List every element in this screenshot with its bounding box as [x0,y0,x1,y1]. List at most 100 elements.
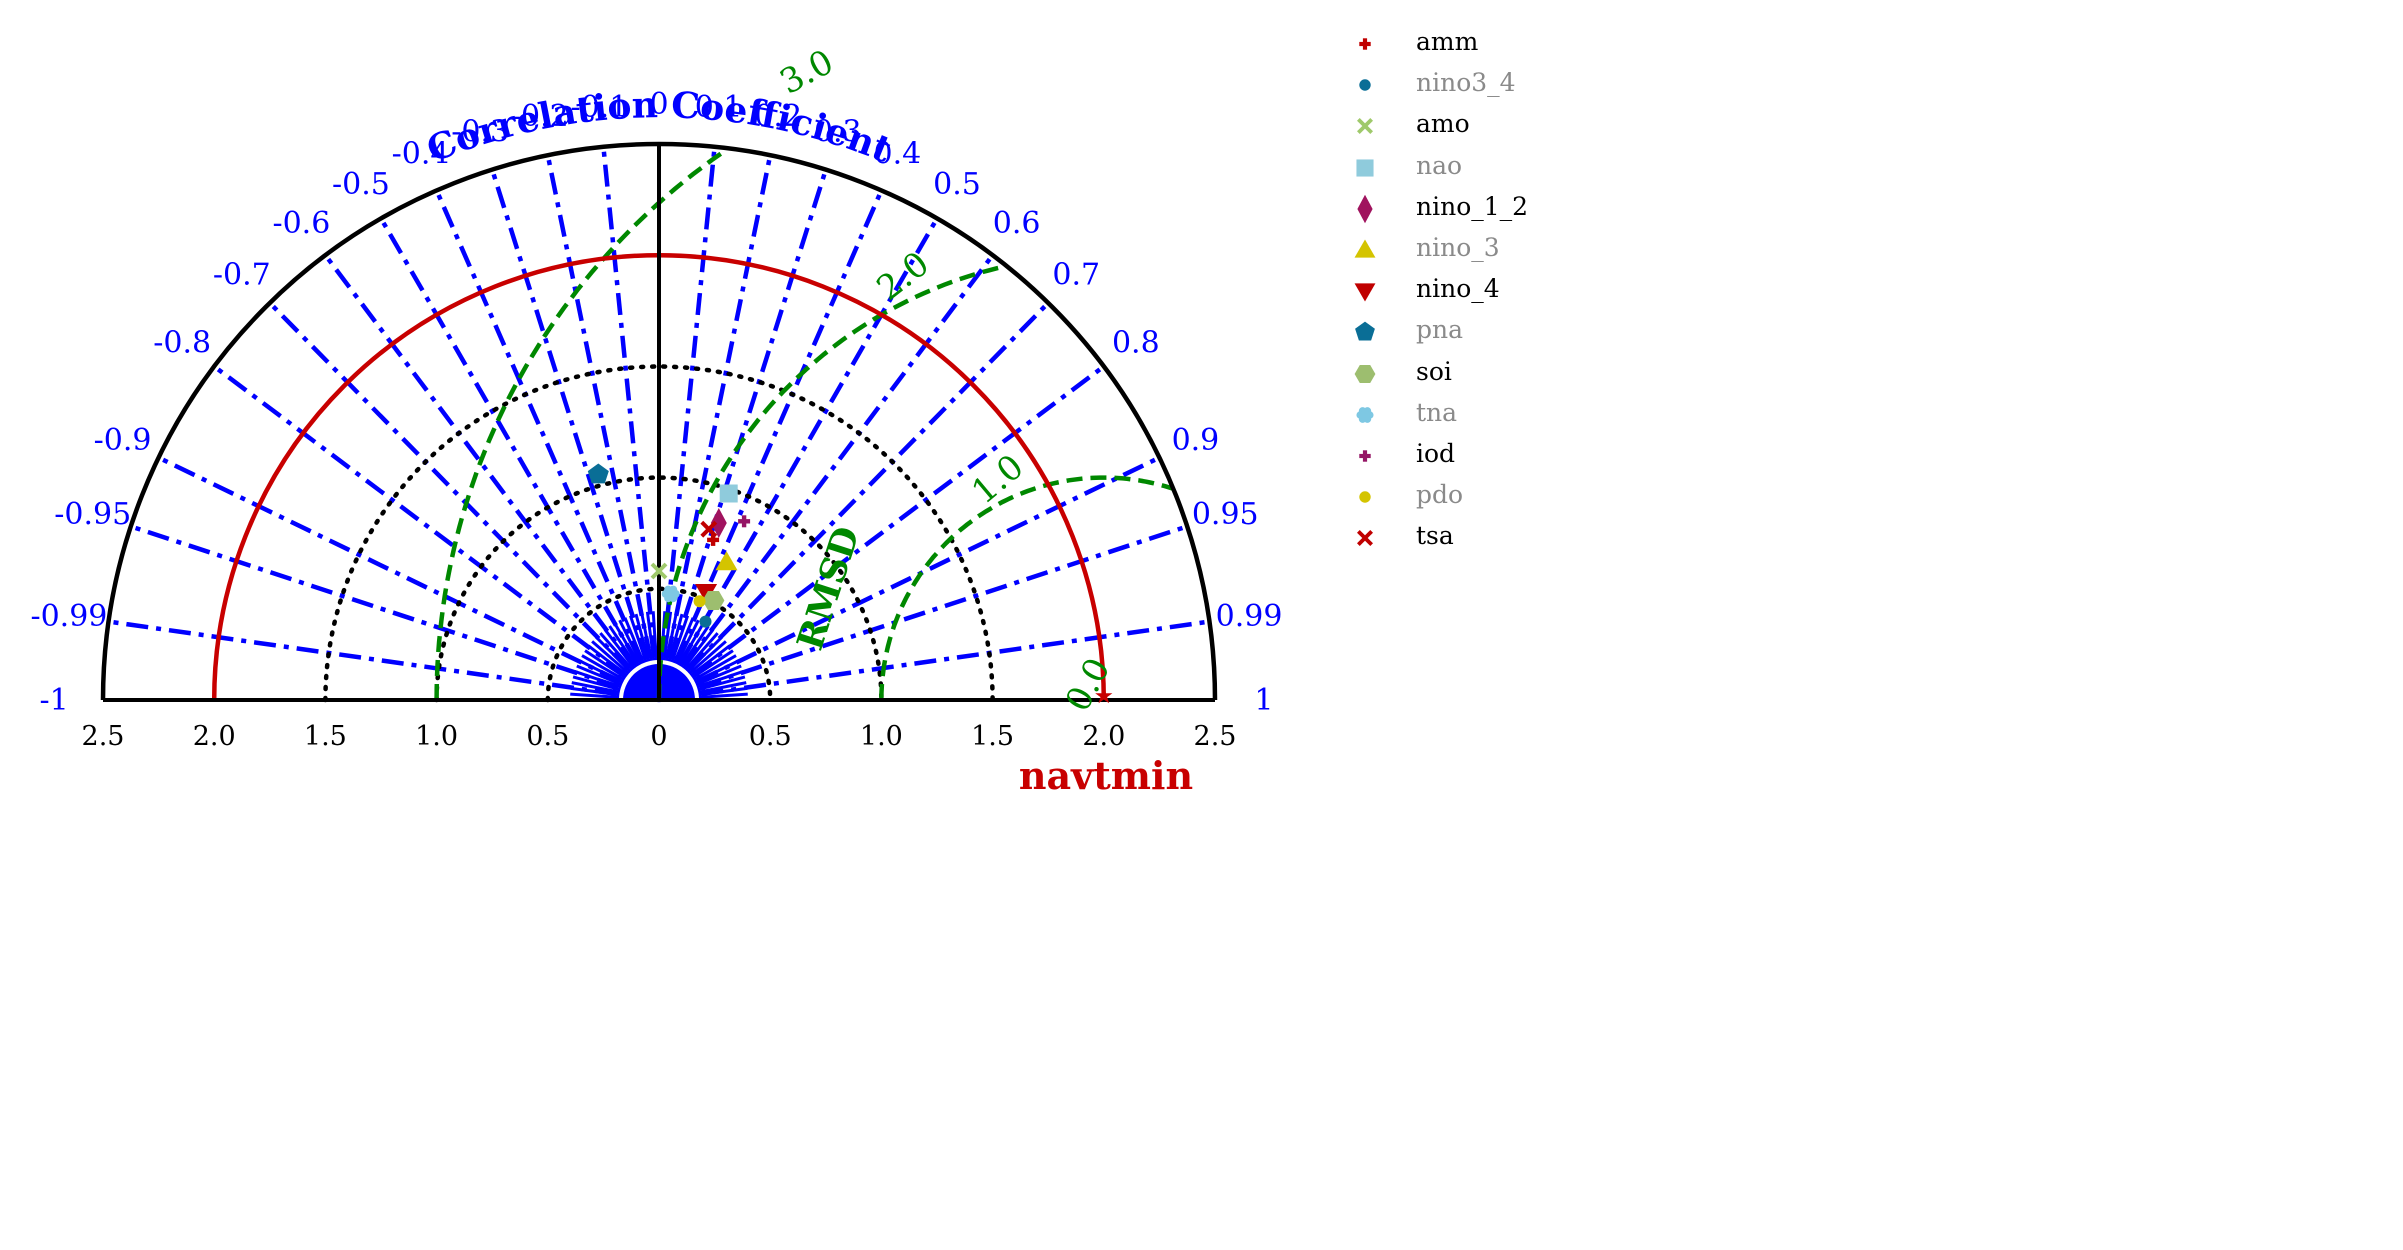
correlation-spoke [662,611,673,661]
std-tick-label: 2.0 [193,721,236,752]
std-tick-label: 1.5 [971,721,1014,752]
data-point-nino3_4 [699,615,712,628]
correlation-spoke [628,615,648,663]
legend-marker-circle-icon [1359,491,1371,503]
grid-layer [100,141,1218,703]
std-tick-label: 2.5 [1194,721,1237,752]
correlation-spoke [667,613,684,662]
correlation-spoke [379,217,661,702]
correlation-tick-label: -0.2 [511,99,569,134]
correlation-spoke [651,611,658,661]
correlation-tick-label: 0.2 [754,99,802,134]
correlation-spoke [675,619,700,665]
correlation-spoke [634,613,651,662]
rmsd-contour [879,475,1174,700]
correlation-spoke [130,524,660,703]
rmsd-contour-label: 0.0 [1058,652,1119,719]
correlation-spoke [570,692,620,699]
legend-marker-plus-icon [1359,38,1371,50]
correlation-spoke [698,686,748,697]
correlation-spoke [581,654,626,682]
taylor-diagram: Correlation Coefficient navtmin 2.5 2.0 1.… [30,42,1282,798]
correlation-spoke [684,632,719,671]
legend-marker-flower-icon [1356,406,1374,423]
correlation-tick-label: -0.4 [392,137,450,172]
data-point-nino_1_2 [710,508,727,538]
correlation-spoke [572,675,621,692]
correlation-spoke [692,654,737,682]
data-point-tna [661,585,680,603]
correlation-tick-label: -0.8 [153,325,211,360]
legend-label: nino3_4 [1416,68,1516,98]
correlation-tick-label: 0.3 [814,114,862,149]
correlation-spoke [698,692,748,699]
legend-marker-tri-down-icon [1354,283,1376,302]
correlation-spoke [323,253,661,702]
correlation-spoke [665,612,678,662]
correlation-spoke [490,168,662,701]
correlation-tick-label: -0.95 [54,497,131,532]
data-point-pna [587,463,609,484]
correlation-spoke [695,664,742,687]
std-tick-label: 1.5 [304,721,347,752]
legend-label: nao [1416,150,1463,180]
x-axis-title: navtmin [1019,753,1193,798]
correlation-spoke [697,681,747,694]
correlation-tick-label: 0 [649,87,668,122]
legend-label: amo [1416,109,1470,139]
correlation-spoke [658,619,1210,703]
correlation-spoke [640,612,653,662]
correlation-spoke [656,189,884,701]
data-point-amo [650,562,668,580]
legend-marker-triangle-icon [1354,239,1376,258]
correlation-spoke [618,619,643,665]
correlation-tick-label: -0.7 [213,257,271,292]
rmsd-contour-label: 2.0 [870,244,937,309]
legend-label: pna [1416,315,1464,345]
correlation-spoke [677,622,705,667]
std-tick-label: 2.0 [1082,721,1125,752]
rmsd-contour [434,151,723,701]
correlation-spoke [694,659,740,684]
correlation-spoke [623,617,646,664]
correlation-spoke [108,619,660,703]
correlation-spoke [603,628,636,670]
correlation-spoke [688,640,727,675]
correlation-tick-label: -0.1 [570,90,628,125]
correlation-tick-label: -0.3 [451,114,509,149]
legend-marker-x-icon [1357,118,1373,135]
std-tick-label: 0.5 [749,721,792,752]
legend-label: nino_4 [1416,274,1500,304]
correlation-tick-label: 0.4 [874,137,922,172]
legend-marker-square-icon [1356,159,1374,177]
correlation-spoke [595,636,632,673]
legend-marker-hexagon-icon [1354,364,1376,383]
std-contour [434,475,884,703]
correlation-spoke [584,649,627,680]
correlation-spoke [571,681,621,694]
correlation-tick-label: 0.8 [1112,325,1160,360]
correlation-spoke [656,154,773,701]
correlation-spoke [679,625,710,668]
correlation-tick-label: 0.95 [1192,497,1259,532]
data-point-nao [719,484,738,503]
std-tick-label: 2.5 [82,721,125,752]
data-points-layer [587,463,1113,704]
rmsd-contour-label: 1.0 [964,447,1031,512]
legend-marker-plus-icon [1359,450,1371,462]
legend-label: tna [1416,397,1458,427]
data-point-tsa [700,520,718,538]
std-tick-label: 0.5 [526,721,569,752]
data-point-soi [702,591,725,610]
correlation-tick-label: -1 [39,683,68,718]
correlation-spoke [656,168,828,701]
correlation-spoke [657,253,995,702]
correlation-spoke [545,154,662,701]
data-point-pdo [693,595,706,608]
correlation-spoke [658,524,1188,703]
data-point-amm [707,533,720,546]
correlation-spoke [587,644,629,677]
data-point-iod [738,515,751,528]
rmsd-contour-label: 3.0 [774,42,841,103]
correlation-tick-label: 0.9 [1172,423,1220,458]
